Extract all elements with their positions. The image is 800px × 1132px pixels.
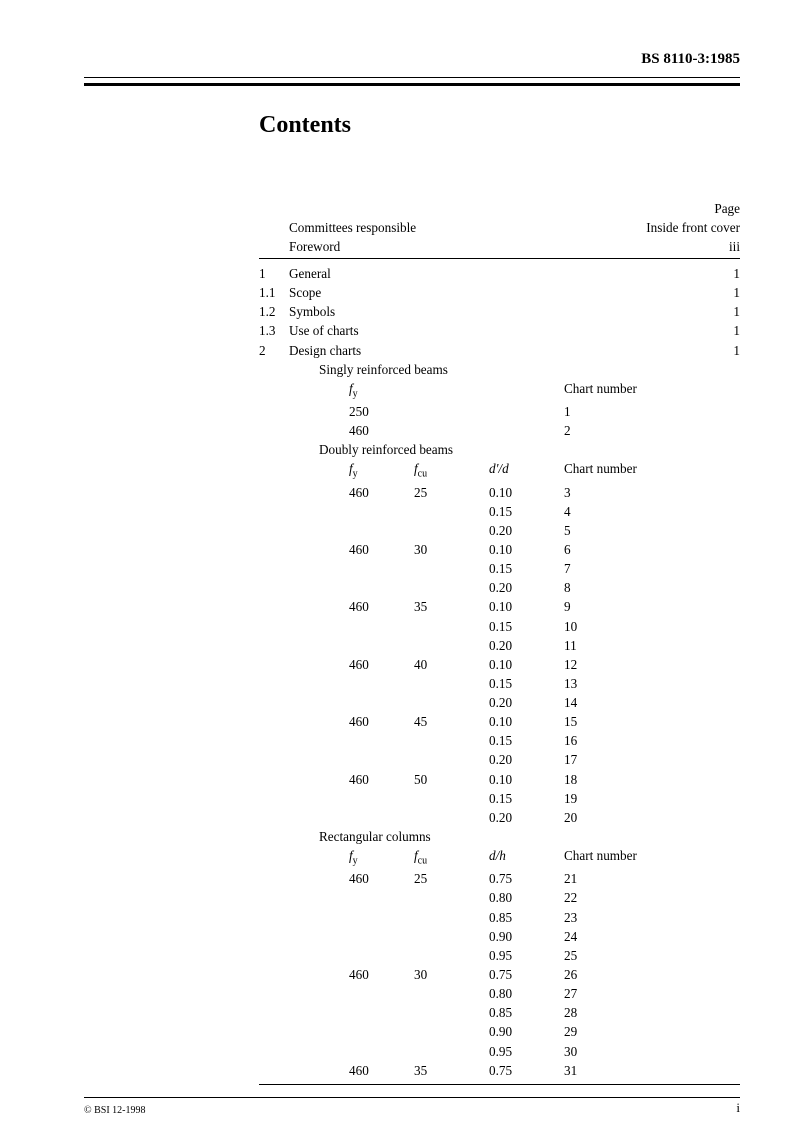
table-row: 4602: [349, 421, 684, 440]
singly-table: fy Chart number 25014602: [349, 379, 684, 440]
table-row: 0.1513: [349, 674, 684, 693]
table-row: 0.8523: [349, 908, 684, 927]
toc-title: Symbols: [289, 302, 610, 321]
page-title: Contents: [259, 108, 740, 143]
toc-num: 1.1: [259, 283, 289, 302]
table-row: 0.1510: [349, 617, 684, 636]
table-row: 460450.1015: [349, 712, 684, 731]
rect-table: fy fcu d/h Chart number 460250.75210.802…: [349, 846, 684, 1080]
table-row: 460400.1012: [349, 655, 684, 674]
rect-hdr-chart: Chart number: [564, 846, 684, 869]
table-row: 0.9024: [349, 927, 684, 946]
footer-copyright: © BSI 12-1998: [84, 1104, 146, 1119]
toc-row: Forewordiii: [259, 237, 740, 256]
section-rect: Rectangular columns: [319, 827, 740, 846]
table-row: 0.157: [349, 559, 684, 578]
table-row: 460300.106: [349, 540, 684, 559]
doubly-table: fy fcu d'/d Chart number 460250.1030.154…: [349, 459, 684, 827]
toc-title: Use of charts: [289, 321, 610, 340]
table-row: 2501: [349, 402, 684, 421]
table-row: 0.9530: [349, 1042, 684, 1061]
table-row: 0.208: [349, 578, 684, 597]
table-row: 460250.103: [349, 483, 684, 502]
rect-hdr-fy-sub: y: [353, 856, 358, 867]
table-row: 0.1519: [349, 789, 684, 808]
table-row: 0.2011: [349, 636, 684, 655]
table-row: 0.1516: [349, 731, 684, 750]
toc-page: 1: [610, 302, 740, 321]
table-row: 0.154: [349, 502, 684, 521]
table-row: 0.205: [349, 521, 684, 540]
rect-hdr-ratio: d/h: [489, 848, 506, 863]
toc-num: 2: [259, 341, 289, 360]
header-rule: [84, 77, 740, 86]
singly-hdr-chart: Chart number: [564, 379, 684, 402]
toc-page: iii: [610, 237, 740, 256]
toc-num: [259, 237, 289, 256]
toc-rule-2: [259, 1084, 740, 1085]
toc-num: 1.3: [259, 321, 289, 340]
toc-row: Committees responsibleInside front cover: [259, 218, 740, 237]
toc-page: Inside front cover: [610, 218, 740, 237]
toc-title: Scope: [289, 283, 610, 302]
doubly-hdr-fy-sub: y: [353, 469, 358, 480]
table-row: 460350.7531: [349, 1061, 684, 1080]
table-row: 0.2017: [349, 750, 684, 769]
singly-hdr-fy-sub: y: [353, 388, 358, 399]
toc-row: 1.1Scope1: [259, 283, 740, 302]
toc-page: 1: [610, 283, 740, 302]
toc-page: 1: [610, 264, 740, 283]
footer-pagenum: i: [736, 1099, 740, 1118]
toc-row: 1.2Symbols1: [259, 302, 740, 321]
toc-rule-1: [259, 258, 740, 259]
table-row: 0.8528: [349, 1003, 684, 1022]
table-row: 460350.109: [349, 597, 684, 616]
doubly-hdr-fcu-sub: cu: [418, 469, 427, 480]
section-singly: Singly reinforced beams: [319, 360, 740, 379]
page-label-row: Page: [259, 199, 740, 218]
table-row: 0.2014: [349, 693, 684, 712]
section-doubly: Doubly reinforced beams: [319, 440, 740, 459]
page-label: Page: [610, 199, 740, 218]
toc-row: 1General1: [259, 264, 740, 283]
toc-page: 1: [610, 341, 740, 360]
toc-title: Foreword: [289, 237, 610, 256]
toc-row: 1.3Use of charts1: [259, 321, 740, 340]
doubly-hdr-ratio: d'/d: [489, 461, 509, 476]
toc-title: Committees responsible: [289, 218, 610, 237]
toc-row: 2Design charts1: [259, 341, 740, 360]
table-row: 0.9525: [349, 946, 684, 965]
table-row: 0.8027: [349, 984, 684, 1003]
rect-hdr-fcu-sub: cu: [418, 856, 427, 867]
footer-rule: [84, 1097, 740, 1098]
table-row: 460250.7521: [349, 869, 684, 888]
toc-num: 1: [259, 264, 289, 283]
table-row: 0.2020: [349, 808, 684, 827]
table-row: 0.9029: [349, 1022, 684, 1041]
doc-number: BS 8110-3:1985: [84, 49, 740, 71]
table-row: 460500.1018: [349, 770, 684, 789]
toc-page: 1: [610, 321, 740, 340]
table-row: 460300.7526: [349, 965, 684, 984]
toc-num: 1.2: [259, 302, 289, 321]
toc-title: General: [289, 264, 610, 283]
toc-title: Design charts: [289, 341, 610, 360]
toc-num: [259, 218, 289, 237]
doubly-hdr-chart: Chart number: [564, 459, 684, 482]
table-row: 0.8022: [349, 888, 684, 907]
